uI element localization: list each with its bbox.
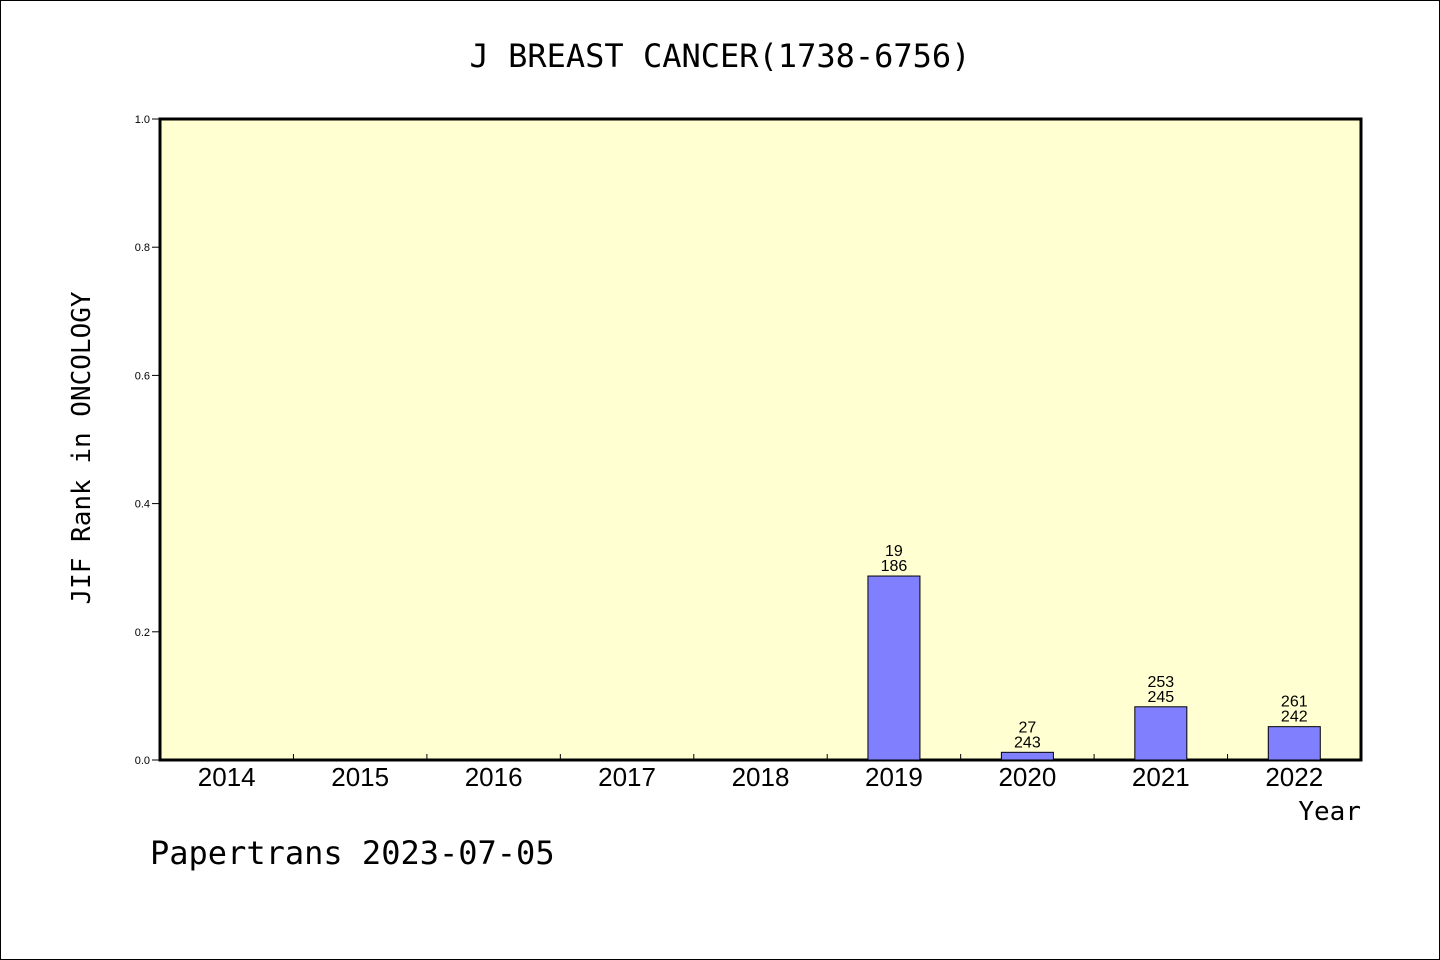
y-axis-label: JIF Rank in ONCOLOGY <box>67 291 97 604</box>
y-tick-label: 0.2 <box>135 627 150 639</box>
chart-title: J BREAST CANCER(1738-6756) <box>470 37 971 75</box>
y-tick-label: 0.0 <box>135 755 150 767</box>
data-label-rank: 261 <box>1281 694 1308 711</box>
x-tick-label: 2019 <box>865 762 923 792</box>
data-label-total: 243 <box>1014 734 1041 751</box>
x-tick-label: 2020 <box>998 762 1056 792</box>
data-label-rank: 19 <box>885 543 903 560</box>
x-tick-label: 2022 <box>1265 762 1323 792</box>
data-label-total: 186 <box>881 558 908 575</box>
x-tick-label: 2014 <box>198 762 256 792</box>
bar <box>1134 706 1188 761</box>
x-tick-label: 2021 <box>1132 762 1190 792</box>
y-tick-label: 0.6 <box>135 370 150 382</box>
bar <box>867 575 921 761</box>
x-axis-label: Year <box>1298 797 1361 827</box>
data-label-total: 245 <box>1147 689 1174 706</box>
data-label-rank: 253 <box>1147 674 1174 691</box>
bar <box>1000 751 1054 761</box>
y-tick-label: 0.8 <box>135 242 150 254</box>
footer-credit: Papertrans 2023-07-05 <box>150 834 555 872</box>
y-axis-ticks: 0.0 0.2 0.4 0.6 0.8 1.0 <box>135 114 160 767</box>
plot-area <box>158 117 1363 762</box>
x-tick-label: 2017 <box>598 762 656 792</box>
bar <box>1267 726 1321 761</box>
data-label-rank: 27 <box>1018 719 1036 736</box>
x-tick-label: 2018 <box>732 762 790 792</box>
x-tick-label: 2015 <box>331 762 389 792</box>
y-tick-label: 1.0 <box>135 114 150 126</box>
bars <box>867 575 1321 761</box>
data-label-total: 242 <box>1281 709 1308 726</box>
y-tick-label: 0.4 <box>135 499 150 511</box>
x-axis-ticks: 2014 2015 2016 2017 2018 2019 2020 2021 2022 <box>198 754 1323 792</box>
x-tick-label: 2016 <box>465 762 523 792</box>
